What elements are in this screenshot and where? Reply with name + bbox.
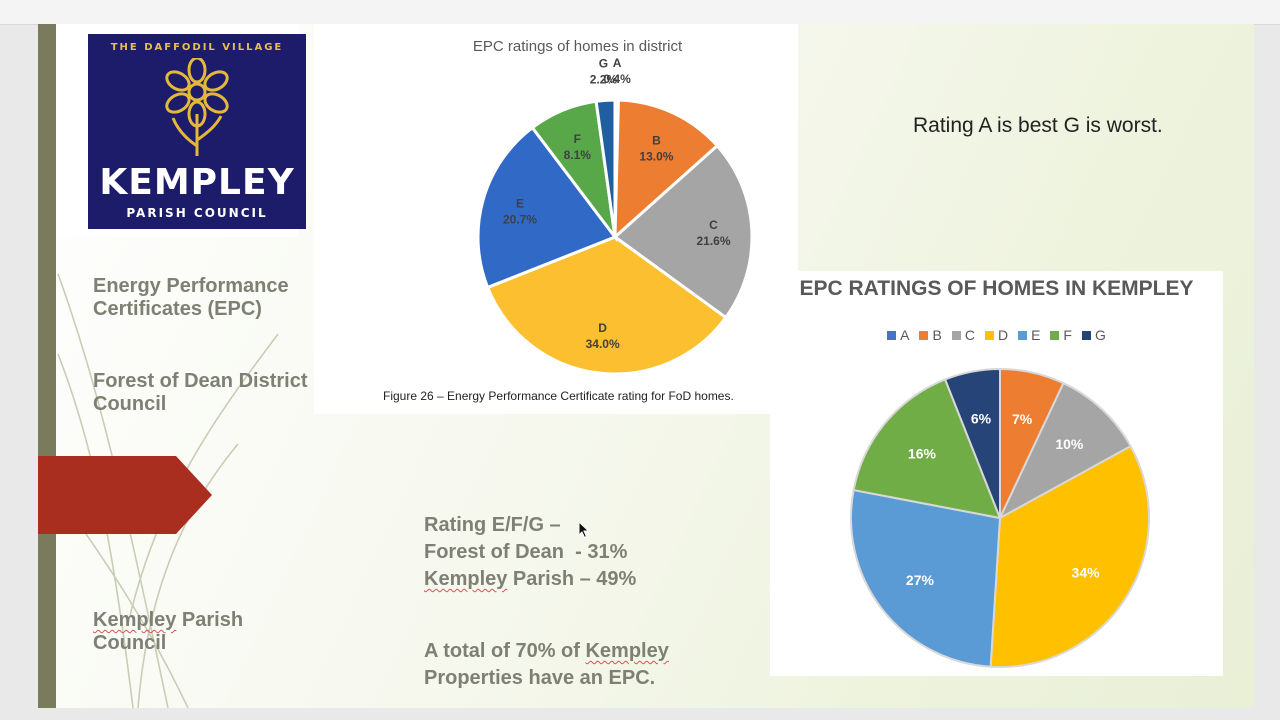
district-label-category-a: A <box>613 56 622 70</box>
legend-swatch-b <box>919 330 929 340</box>
browser-top-strip <box>0 0 1280 25</box>
legend-label-e: E <box>1031 327 1041 343</box>
legend-swatch-e <box>1018 330 1028 340</box>
kempley-chart-legend: A B C D E F G <box>770 327 1223 343</box>
kempley-label-value-d: 34% <box>1072 564 1101 580</box>
legend-item-a: A <box>887 327 909 343</box>
nav-kempley-word: Kempley <box>93 609 177 631</box>
legend-swatch-a <box>887 330 897 340</box>
kempley-label-value-g: 6% <box>971 410 992 426</box>
district-label-category-g: G <box>599 56 608 70</box>
kempley-label-value-c: 10% <box>1055 436 1084 452</box>
kempley-slice-e <box>850 488 1002 668</box>
legend-item-b: B <box>919 327 942 343</box>
legend-label-c: C <box>964 327 975 343</box>
legend-swatch-f <box>1050 330 1060 340</box>
kempley-slice-g <box>943 367 1001 519</box>
kempley-word: Kempley <box>424 568 508 590</box>
district-chart-caption: Figure 26 – Energy Performance Certifica… <box>383 389 734 403</box>
daffodil-icon <box>165 58 229 156</box>
district-slice-b <box>613 98 720 241</box>
legend-item-f: F <box>1050 327 1072 343</box>
nav-kempley-parish-council[interactable]: Kempley Parish Council <box>93 609 243 655</box>
district-label-value-e: 20.7% <box>503 212 537 226</box>
legend-swatch-c <box>951 330 961 340</box>
logo-tagline: THE DAFFODIL VILLAGE <box>110 42 284 53</box>
kempley-slice-f <box>852 378 1002 520</box>
presentation-slide: THE DAFFODIL VILLAGE KEMPLEY PARISH COUN… <box>38 24 1254 708</box>
nav-epc[interactable]: Energy Performance Certificates (EPC) <box>93 275 289 320</box>
mouse-cursor-icon <box>578 521 590 539</box>
district-label-value-b: 13.0% <box>639 149 673 163</box>
district-pie: A 0.4% B 13.0% C 21.6% D 34.0% E 20.7% F 8.1% G 2.2% <box>476 56 754 376</box>
fod-line: Forest of Dean - 31% <box>424 541 628 563</box>
logo-container: THE DAFFODIL VILLAGE KEMPLEY PARISH COUN… <box>56 24 306 237</box>
district-label-category-c: C <box>709 218 718 232</box>
district-slice-g <box>594 98 617 238</box>
kempley-label-value-f: 16% <box>908 445 937 461</box>
total-line2: Properties have an EPC. <box>424 667 656 689</box>
legend-item-d: D <box>984 327 1009 343</box>
kempley-line-rest: Parish – 49% <box>507 568 637 590</box>
district-label-category-f: F <box>574 132 581 146</box>
legend-swatch-d <box>984 330 994 340</box>
district-slice-d <box>485 235 728 376</box>
rating-note: Rating A is best G is worst. <box>913 114 1163 137</box>
district-slice-e <box>476 125 618 290</box>
district-label-value-f: 8.1% <box>564 148 592 162</box>
kempley-logo: THE DAFFODIL VILLAGE KEMPLEY PARISH COUN… <box>88 34 306 229</box>
kempley-slice-c <box>997 381 1132 521</box>
nav-forest-of-dean[interactable]: Forest of Dean District Council <box>93 370 308 415</box>
logo-title: KEMPLEY <box>99 162 295 203</box>
legend-item-g: G <box>1081 327 1106 343</box>
rating-summary: Rating E/F/G – Forest of Dean - 31% Kemple… <box>424 512 636 593</box>
active-section-arrow <box>38 456 212 534</box>
nav-parish-word: Parish <box>176 609 244 631</box>
district-label-category-e: E <box>516 196 524 210</box>
logo-subtitle: PARISH COUNCIL <box>126 206 268 220</box>
district-label-category-b: B <box>652 133 661 147</box>
legend-label-f: F <box>1063 327 1072 343</box>
total-prefix: A total of 70% of <box>424 640 586 662</box>
kempley-chart-title: EPC RATINGS OF HOMES IN KEMPLEY <box>799 277 1194 300</box>
legend-label-d: D <box>997 327 1009 343</box>
legend-label-g: G <box>1094 327 1106 343</box>
rating-line: Rating E/F/G – <box>424 514 561 536</box>
district-label-value-a: 0.4% <box>603 72 631 86</box>
legend-item-c: C <box>951 327 975 343</box>
kempley-label-value-e: 27% <box>906 572 935 588</box>
district-label-value-g: 2.2% <box>590 72 618 86</box>
legend-swatch-g <box>1081 330 1091 340</box>
district-epc-chart: EPC ratings of homes in district A 0.4% B 1… <box>314 24 798 414</box>
district-label-value-d: 34.0% <box>586 337 620 351</box>
kempley-slice-d <box>989 444 1150 668</box>
district-chart-title: EPC ratings of homes in district <box>472 38 683 55</box>
kempley-label-value-b: 7% <box>1012 411 1033 427</box>
legend-label-b: B <box>932 327 942 343</box>
district-label-value-c: 21.6% <box>696 234 730 248</box>
district-slice-c <box>612 143 754 320</box>
nav-council-word: Council <box>93 632 167 654</box>
slide-left-bar <box>38 24 56 708</box>
epc-total-text: A total of 70% of Kempley Properties have… <box>424 638 669 692</box>
legend-item-e: E <box>1018 327 1040 343</box>
district-label-category-d: D <box>598 321 607 335</box>
total-kempley-word: Kempley <box>585 640 669 662</box>
kempley-pie: 0%7%10%34%27%16%6% <box>850 367 1150 668</box>
legend-label-a: A <box>900 327 910 343</box>
